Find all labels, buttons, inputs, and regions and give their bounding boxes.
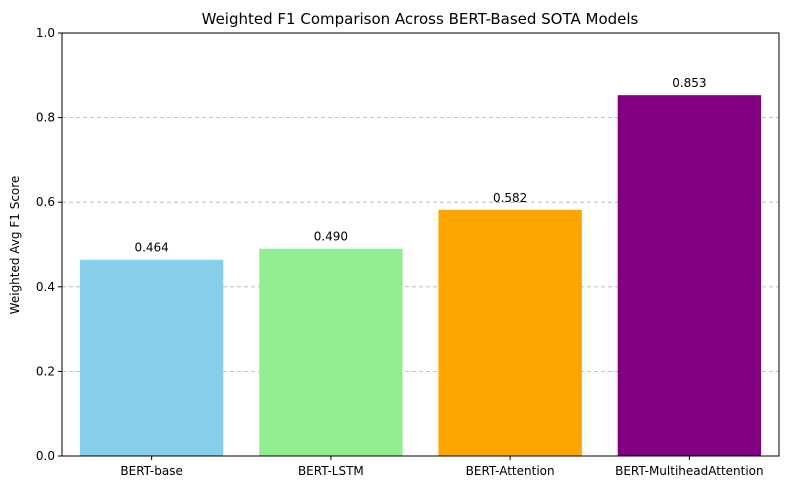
bar-value-label: 0.582 (493, 191, 527, 205)
value-labels: 0.464 0.490 0.582 0.853 (134, 76, 706, 255)
y-ticks: 0.0 0.2 0.4 0.6 0.8 1.0 (36, 26, 62, 463)
bar-bert-base (79, 259, 224, 456)
bar-bert-attention (438, 209, 582, 456)
bar-bert-lstm (259, 248, 403, 456)
axes (61, 32, 780, 457)
plot-frame (61, 32, 780, 457)
bars (79, 95, 762, 456)
bar-bert-multiheadattention (617, 95, 762, 456)
bar-value-label: 0.490 (314, 230, 348, 244)
x-tick-label: BERT-MultiheadAttention (615, 464, 764, 478)
bar-value-label: 0.853 (672, 76, 706, 90)
y-tick-label: 0.8 (36, 111, 55, 125)
x-tick-label: BERT-Attention (466, 464, 555, 478)
x-tick-label: BERT-LSTM (298, 464, 364, 478)
y-tick-label: 0.4 (36, 280, 55, 294)
bar-value-label: 0.464 (134, 241, 168, 255)
y-tick-label: 0.2 (36, 364, 55, 378)
chart-title: Weighted F1 Comparison Across BERT-Based… (202, 10, 639, 28)
x-ticks: BERT-base BERT-LSTM BERT-Attention BERT-Mul… (120, 456, 764, 478)
y-tick-label: 0.0 (36, 449, 55, 463)
y-axis-label: Weighted Avg F1 Score (8, 176, 22, 315)
y-tick-label: 1.0 (36, 26, 55, 40)
x-tick-label: BERT-base (120, 464, 182, 478)
y-tick-label: 0.6 (36, 195, 55, 209)
